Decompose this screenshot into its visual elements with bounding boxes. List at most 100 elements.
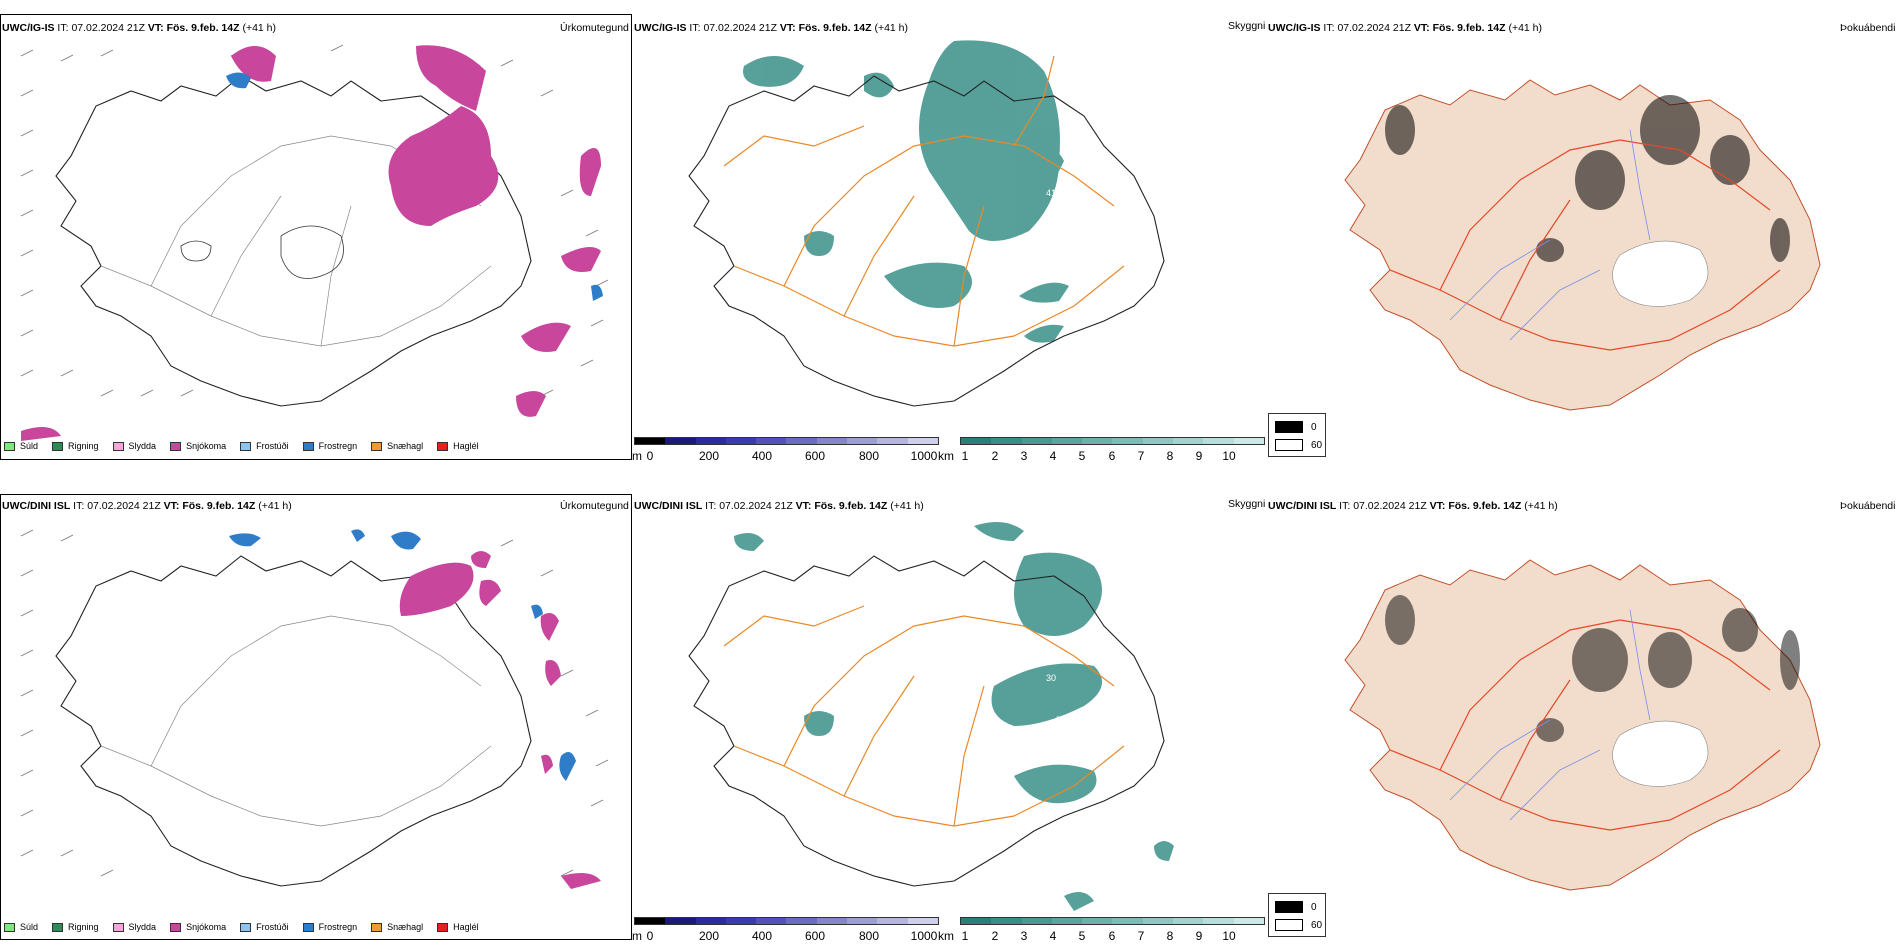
panel-header-precip-1: UWC/IG-IS IT: 07.02.2024 21Z VT: Fös. 9.…	[2, 20, 276, 36]
snow-depth-label: 750	[1164, 158, 1179, 168]
elevation-tick: 600	[804, 929, 826, 943]
elevation-colorbar	[634, 917, 939, 925]
legend-label: Slydda	[128, 922, 157, 932]
elevation-tick: 400	[751, 929, 773, 943]
lead-time: (+41 h)	[242, 22, 277, 34]
glacier-white	[1612, 720, 1709, 787]
init-time-label: IT:	[689, 22, 701, 34]
road-network	[723, 55, 1125, 347]
legend-label: Slydda	[128, 441, 157, 451]
elevation-tick: 200	[698, 449, 720, 463]
elevation-scale-2: m 0 200 400 600 800 1000	[632, 917, 939, 943]
legend-label: Súld	[20, 441, 39, 451]
fog-legend-2: 0 60	[1268, 893, 1326, 937]
init-time-label: IT:	[57, 22, 69, 34]
visibility-map-1: 906 7 241 346 750 496 416 496 495 253 11…	[688, 40, 1201, 407]
precip-legend-1: Súld Rigning Slydda Snjókoma Frostúði Fr…	[4, 438, 489, 454]
model-name: UWC/DINI ISL	[2, 500, 71, 512]
legend-item: Snjókoma	[170, 441, 226, 451]
snow-depth-label: 30	[1046, 673, 1056, 683]
init-time-value: 07.02.2024 21Z	[87, 500, 161, 512]
legend-label: Snæhagl	[387, 441, 424, 451]
visibility-tick: 10	[1222, 449, 1236, 463]
fog-map-1	[1344, 79, 1821, 411]
legend-label: Snjókoma	[186, 441, 227, 451]
elevation-tick: 400	[751, 449, 773, 463]
valid-time-value: Fös. 9.feb. 14Z	[1432, 22, 1506, 34]
elevation-tick: 0	[646, 449, 654, 463]
legend-label: Frostregn	[318, 922, 358, 932]
init-time-label: IT:	[1339, 500, 1351, 512]
legend-item: Slydda	[112, 922, 157, 932]
legend-item: Haglél	[437, 922, 479, 932]
snow-depth-label: 290	[942, 726, 957, 736]
valid-time-value: Fös. 9.feb. 14Z	[1448, 500, 1522, 512]
legend-swatch	[371, 441, 383, 451]
legend-label: Snæhagl	[387, 922, 424, 932]
visibility-tick: 5	[1078, 929, 1086, 943]
legend-item: Súld	[4, 922, 38, 932]
legend-label: Haglél	[453, 922, 479, 932]
precip-panel-title: Úrkomutegund	[560, 22, 629, 34]
legend-swatch	[302, 441, 314, 451]
legend-label: Snjókoma	[186, 922, 227, 932]
fog-rivers	[1449, 129, 1651, 341]
legend-swatch	[240, 441, 252, 451]
snow-depth-label: 5	[1056, 715, 1061, 725]
fog-shading	[1385, 95, 1790, 262]
fog-legend-label: 60	[1311, 439, 1323, 451]
fog-legend-row: 60	[1275, 919, 1322, 931]
snow-depth-label: 346	[1124, 158, 1139, 168]
freezing-rain-areas	[226, 72, 603, 301]
visibility-tick: 7	[1137, 449, 1145, 463]
elevation-tick: 0	[646, 929, 654, 943]
model-name: UWC/DINI ISL	[634, 500, 703, 512]
legend-item: Frostúði	[240, 441, 289, 451]
visibility-tick: 4	[1049, 929, 1057, 943]
valid-time-label: VT:	[163, 500, 180, 512]
fog-rivers	[1449, 609, 1651, 821]
legend-label: Frostúði	[256, 922, 289, 932]
row-1: UWC/IG-IS IT: 07.02.2024 21Z VT: Fös. 9.…	[0, 14, 1895, 463]
fog-legend-row: 60	[1275, 439, 1322, 451]
visibility-tick: 8	[1166, 929, 1174, 943]
fog-legend-row: 0	[1275, 901, 1317, 913]
visibility-areas	[734, 522, 1174, 911]
road-network	[723, 605, 1125, 827]
init-time-label: IT:	[1323, 22, 1335, 34]
init-time-value: 07.02.2024 21Z	[71, 22, 145, 34]
lead-time: (+41 h)	[1524, 500, 1558, 512]
fog-legend-label: 0	[1311, 421, 1317, 433]
valid-time-label: VT:	[779, 22, 796, 34]
freezing-rain-areas	[229, 529, 576, 781]
precip-panel-title: Úrkomutegund	[560, 500, 629, 512]
visibility-tick: 3	[1020, 929, 1028, 943]
valid-time-label: VT:	[1413, 22, 1430, 34]
fog-legend-row: 0	[1275, 421, 1317, 433]
legend-swatch	[371, 922, 383, 932]
valid-time-value: Fös. 9.feb. 14Z	[182, 500, 256, 512]
valid-time-label: VT:	[795, 500, 812, 512]
elevation-tick: 1000	[910, 449, 938, 463]
legend-swatch	[4, 922, 15, 932]
fog-map-2	[1344, 559, 1821, 891]
snow-depth-labels: 30 290 5	[942, 673, 1061, 736]
wind-barbs	[20, 44, 609, 397]
legend-item: Frostúði	[240, 922, 289, 932]
fog-legend-1: 0 60	[1268, 413, 1326, 457]
init-time-value: 07.02.2024 21Z	[719, 500, 793, 512]
visibility-tick: 4	[1049, 449, 1057, 463]
row-2: UWC/DINI ISL IT: 07.02.2024 21Z VT: Fös.…	[0, 478, 1900, 950]
model-name: UWC/IG-IS	[1268, 22, 1321, 34]
legend-item: Frostregn	[302, 922, 358, 932]
panel-header-visibility-1: UWC/IG-IS IT: 07.02.2024 21Z VT: Fös. 9.…	[634, 20, 908, 36]
panel-header-precip-2: UWC/DINI ISL IT: 07.02.2024 21Z VT: Fös.…	[2, 498, 292, 514]
legend-item: Súld	[4, 441, 38, 451]
iceland-land	[1344, 559, 1821, 891]
snow-depth-label: 496	[1046, 213, 1061, 223]
valid-time-label: VT:	[147, 22, 164, 34]
panel-header-visibility-2: UWC/DINI ISL IT: 07.02.2024 21Z VT: Fös.…	[634, 498, 924, 514]
snow-areas	[399, 551, 601, 889]
visibility-tick: 2	[991, 449, 999, 463]
fog-roads	[1389, 619, 1781, 831]
